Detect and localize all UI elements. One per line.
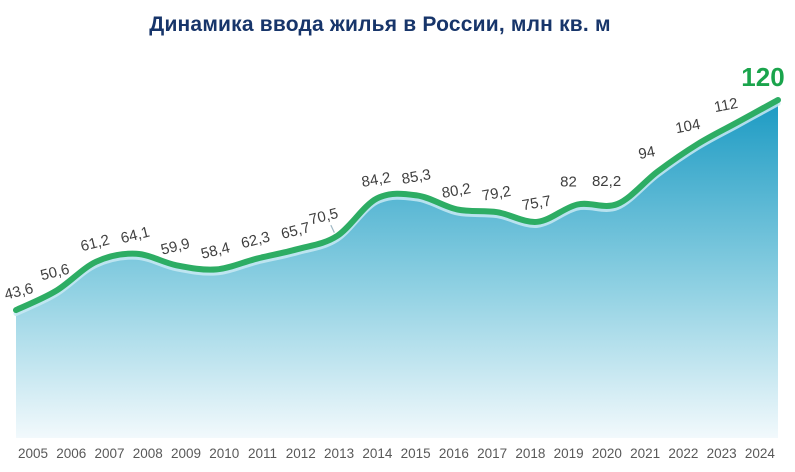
value-label: 59,9 xyxy=(159,235,191,259)
value-label: 84,2 xyxy=(360,169,392,191)
value-label: 85,3 xyxy=(400,166,432,188)
year-tick-label: 2014 xyxy=(362,446,393,461)
area-fill xyxy=(16,100,778,438)
year-tick-label: 2012 xyxy=(286,446,316,461)
year-tick-label: 2005 xyxy=(18,446,48,461)
value-label-highlight: 120 xyxy=(741,62,784,92)
year-tick-label: 2017 xyxy=(477,446,507,461)
chart-title: Динамика ввода жилья в России, млн кв. м xyxy=(149,13,611,36)
year-tick-label: 2024 xyxy=(745,446,776,461)
value-label: 94 xyxy=(637,143,657,163)
year-tick-label: 2023 xyxy=(707,446,737,461)
year-tick-label: 2007 xyxy=(94,446,124,461)
year-tick-label: 2010 xyxy=(209,446,239,461)
year-tick-label: 2016 xyxy=(439,446,469,461)
year-tick-label: 2022 xyxy=(668,446,698,461)
value-label: 62,3 xyxy=(239,229,271,253)
value-label: 82 xyxy=(560,174,577,191)
value-label: 43,6 xyxy=(3,280,35,304)
year-tick-label: 2021 xyxy=(630,446,660,461)
value-label: 61,2 xyxy=(79,232,111,256)
year-tick-label: 2020 xyxy=(592,446,622,461)
year-tick-label: 2019 xyxy=(554,446,584,461)
value-label: 79,2 xyxy=(481,183,513,205)
year-tick-label: 2011 xyxy=(248,446,277,461)
year-tick-label: 2015 xyxy=(401,446,431,461)
value-label: 70,5 xyxy=(308,205,340,229)
value-label: 50,6 xyxy=(39,261,71,285)
year-tick-label: 2006 xyxy=(56,446,86,461)
value-label: 75,7 xyxy=(521,192,553,214)
year-tick-label: 2013 xyxy=(324,446,354,461)
value-label: 104 xyxy=(674,116,702,137)
trend-line xyxy=(13,97,781,314)
value-label: 80,2 xyxy=(441,180,473,202)
year-tick-label: 2008 xyxy=(133,446,163,461)
value-label: 112 xyxy=(713,95,740,116)
value-label: 65,7 xyxy=(279,219,311,243)
value-label: 64,1 xyxy=(119,224,151,248)
year-tick-label: 2018 xyxy=(515,446,545,461)
value-label: 82,2 xyxy=(592,173,621,190)
year-tick-label: 2009 xyxy=(171,446,201,461)
label-leader-line xyxy=(330,224,335,233)
value-label: 58,4 xyxy=(199,239,231,263)
